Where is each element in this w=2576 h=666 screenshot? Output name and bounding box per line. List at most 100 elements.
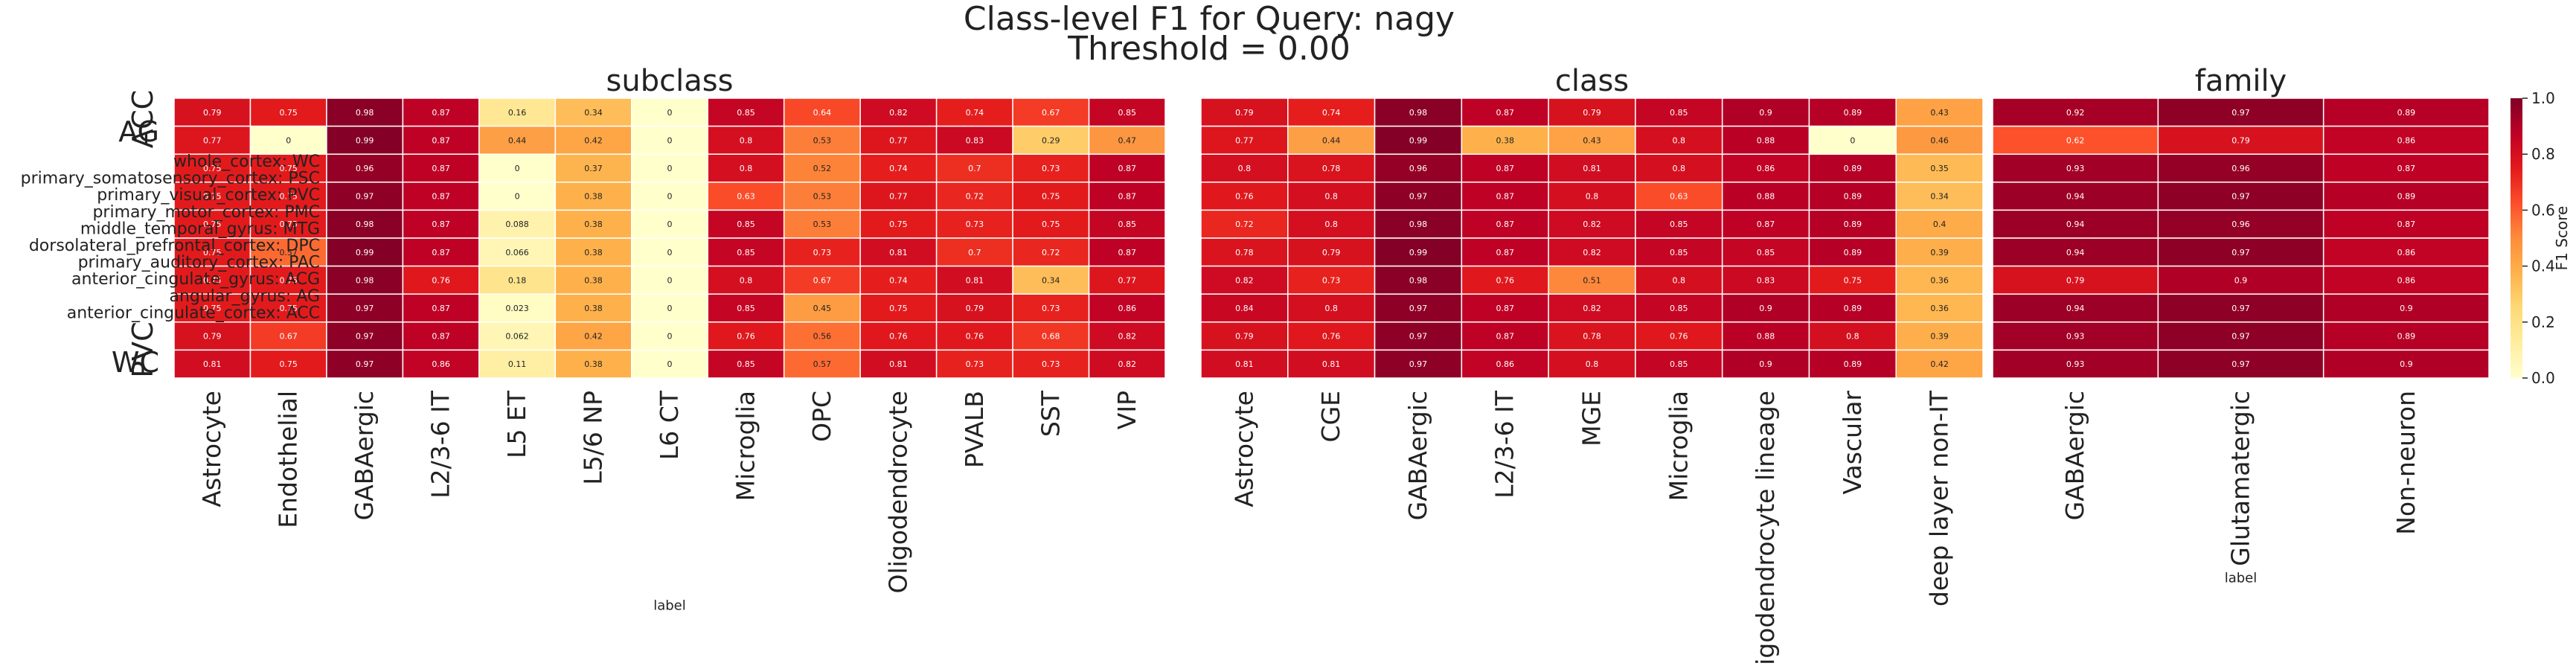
cell-label: 0.42 [584, 332, 603, 342]
heatmap-cell [249, 209, 327, 239]
cell-label: 0.67 [813, 275, 832, 285]
cell-label: 0.77 [1118, 275, 1137, 285]
chart-title: Class-level F1 for Query: nagy [964, 0, 1455, 38]
heatmap-cell [326, 153, 404, 183]
y-tick-label: anterior_cingulate_gyrus: ACG [71, 270, 320, 289]
cell-label: 0.38 [584, 304, 603, 313]
cell-label: 0.8 [740, 275, 753, 285]
heatmap-cell [1808, 349, 1897, 379]
heatmap-cell [2322, 293, 2490, 323]
heatmap-cell [1012, 125, 1090, 155]
cell-label: 0.42 [584, 135, 603, 145]
heatmap-cell [1548, 237, 1636, 267]
heatmap-cell [1721, 182, 1810, 211]
heatmap-cell [935, 293, 1013, 323]
heatmap-cell [1461, 293, 1549, 323]
cell-label: 0 [515, 164, 520, 173]
cell-label: 0.97 [356, 192, 374, 202]
heatmap-cell [707, 321, 785, 351]
heatmap-cell [631, 265, 708, 295]
cell-label: 0.81 [889, 248, 908, 257]
cell-label: 0.99 [356, 248, 374, 257]
cell-label: 0 [667, 248, 673, 257]
cell-label: 0.39 [1930, 332, 1949, 342]
heatmap-cell [249, 293, 327, 323]
cell-label: 0.76 [889, 332, 908, 342]
x-tick-label: CGE [1316, 391, 1345, 442]
cell-label: 0.89 [1844, 248, 1862, 257]
cell-label: 0.96 [356, 164, 374, 173]
cell-label: 0.87 [1118, 192, 1137, 202]
cell-label: 0.98 [1409, 220, 1428, 229]
heatmap-cell [249, 125, 327, 155]
cell-label: 0.75 [203, 304, 222, 313]
y-group-label: PVC [126, 321, 159, 377]
cell-label: 0.81 [889, 359, 908, 369]
cell-label: 0.87 [1496, 164, 1514, 173]
cell-label: 0.89 [1844, 164, 1862, 173]
cell-label: 0.77 [1235, 135, 1254, 145]
heatmap-cell [783, 349, 861, 379]
heatmap-cell [1287, 293, 1376, 323]
x-tick-label: Non-neuron [2391, 391, 2420, 535]
cell-label: 0 [1850, 135, 1855, 145]
x-tick-label: Vascular [1838, 391, 1867, 495]
heatmap-cell [1992, 209, 2159, 239]
heatmap-cell [935, 182, 1013, 211]
heatmap-cell [2157, 209, 2325, 239]
cell-label: 0 [515, 192, 520, 202]
cell-label: 0.78 [1583, 332, 1601, 342]
cell-label: 0.8 [1324, 220, 1338, 229]
cell-label: 0.87 [1496, 248, 1514, 257]
cell-label: 0.85 [1670, 304, 1688, 313]
cell-label: 0.88 [1757, 332, 1775, 342]
cell-label: 0.78 [1235, 248, 1254, 257]
heatmap-cell [1461, 125, 1549, 155]
cell-label: 0.96 [2231, 220, 2250, 229]
cell-label: 0.85 [737, 220, 755, 229]
heatmap-cell [1200, 97, 1289, 127]
cell-label: 0.99 [1409, 248, 1428, 257]
cell-label: 0.86 [432, 359, 450, 369]
heatmap-cell [859, 237, 938, 267]
cell-label: 0.52 [813, 164, 832, 173]
cell-label: 0.87 [432, 220, 450, 229]
x-tick-label: SST [1036, 390, 1065, 437]
heatmap-cell [1200, 125, 1289, 155]
cell-label: 0.94 [2066, 192, 2085, 202]
cell-label: 0.75 [279, 220, 298, 229]
heatmap-cell [402, 237, 480, 267]
heatmap-cell [1635, 265, 1723, 295]
cell-label: 0.29 [1042, 135, 1060, 145]
cell-label: 0.73 [1042, 164, 1060, 173]
heatmap-cell [1895, 182, 1984, 211]
cell-label: 0.87 [2397, 164, 2416, 173]
colorbar-tick-label: 0.2 [2531, 313, 2555, 331]
heatmap-cell [249, 97, 327, 127]
cell-label: 0.89 [2397, 332, 2416, 342]
heatmap-cell [1200, 293, 1289, 323]
cell-label: 0.42 [1930, 359, 1949, 369]
heatmap-cell [1088, 349, 1166, 379]
chart-subtitle: Threshold = 0.00 [1067, 30, 1351, 68]
cell-label: 0.86 [1496, 359, 1514, 369]
cell-label: 0 [667, 192, 673, 202]
cell-label: 0.74 [1322, 108, 1341, 118]
cell-label: 0 [667, 359, 673, 369]
x-tick-label: VIP [1112, 391, 1141, 429]
heatmap-cell [1721, 321, 1810, 351]
cell-label: 0.84 [1235, 304, 1254, 313]
cell-label: 0.82 [1235, 275, 1254, 285]
cell-label: 0.39 [1930, 248, 1949, 257]
x-tick-label: Astrocyte [1229, 391, 1258, 507]
heatmap-cell [1635, 153, 1723, 183]
x-tick-label: GABAergic [350, 391, 379, 520]
x-tick-label: Oligodendrocyte lineage [1751, 391, 1780, 666]
heatmap-cell [402, 209, 480, 239]
heatmap-cell [2322, 125, 2490, 155]
cell-label: 0.75 [203, 248, 222, 257]
heatmap-cell [1635, 349, 1723, 379]
cell-label: 0.94 [2066, 220, 2085, 229]
cell-label: 0.85 [1670, 359, 1688, 369]
heatmap-cell [1088, 209, 1166, 239]
